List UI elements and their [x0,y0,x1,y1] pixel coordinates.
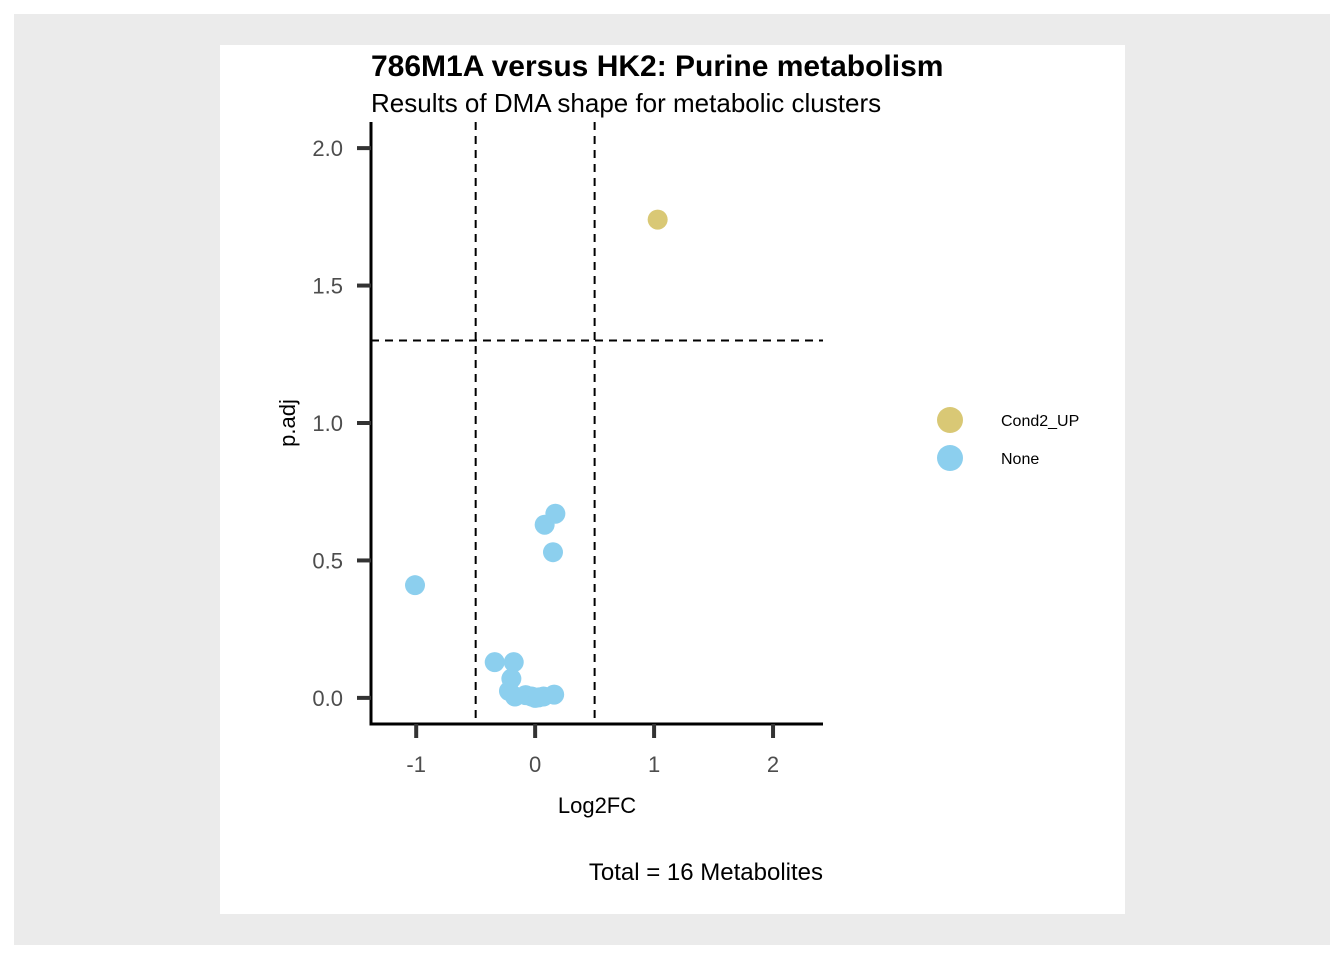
x-tick-label: 1 [648,752,660,777]
x-tick-label: 0 [529,752,541,777]
legend: Cond2_UP None [937,407,1079,471]
y-tick-label: 1.0 [312,411,343,436]
x-tick-label: 2 [767,752,779,777]
data-point-none [544,684,565,705]
caption: Total = 16 Metabolites [589,859,823,886]
x-axis-title: Log2FC [558,793,636,818]
legend-label: None [1001,451,1039,468]
data-point-cond2-up [647,209,668,230]
legend-label: Cond2_UP [1001,413,1079,430]
reference-lines [371,122,823,724]
y-tick-label: 0.0 [312,686,343,711]
data-point-none [545,503,566,524]
y-tick-label: 2.0 [312,136,343,161]
y-axis-title: p.adj [275,399,300,447]
data-point-none [503,652,524,673]
y-tick-label: 0.5 [312,548,343,573]
legend-key-cond2-up [937,407,963,433]
axes: 0.0 0.5 1.0 1.5 2.0 -1 0 1 2 [312,122,823,777]
data-point-none [484,652,505,673]
chart-title: 786M1A versus HK2: Purine metabolism [371,50,943,83]
data-points [405,209,668,708]
data-point-none [542,542,563,563]
legend-key-none [937,445,963,471]
chart-subtitle: Results of DMA shape for metabolic clust… [371,88,881,118]
x-tick-label: -1 [406,752,426,777]
data-point-none [405,575,426,596]
y-tick-label: 1.5 [312,274,343,299]
